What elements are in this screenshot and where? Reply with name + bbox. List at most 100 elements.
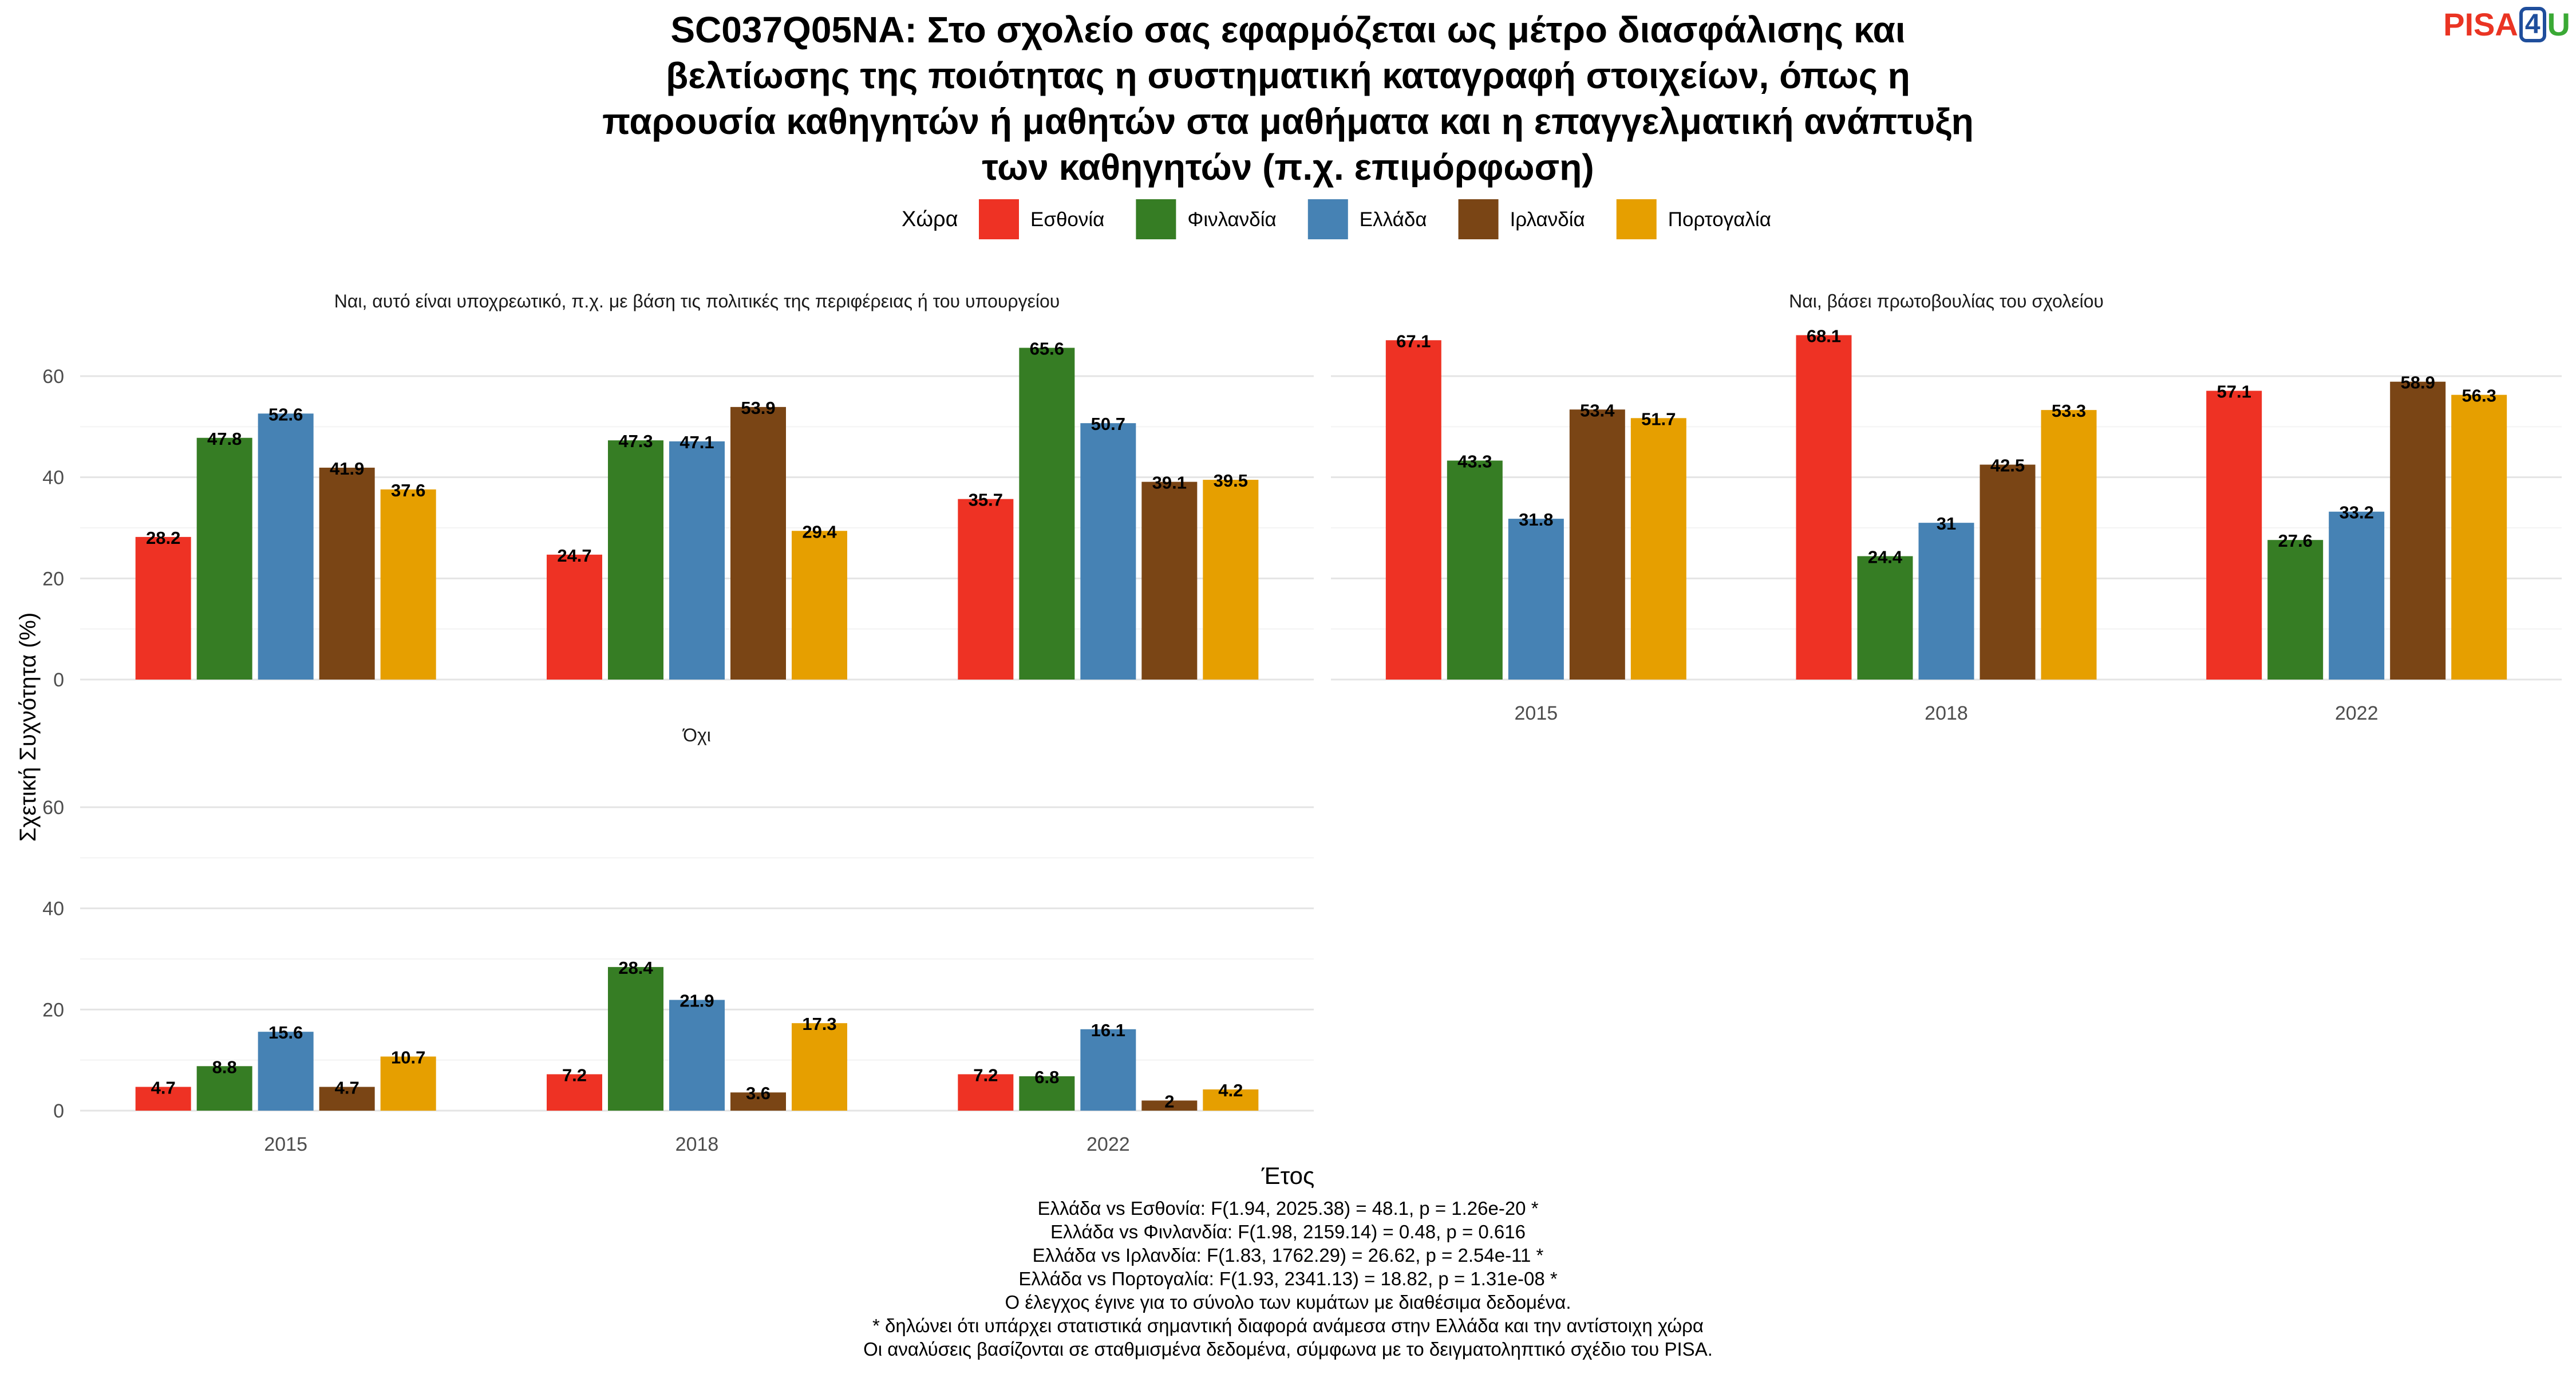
legend-swatch-3	[1307, 199, 1348, 239]
bar-1-2018-1	[547, 554, 602, 680]
note-line: Ελλάδα vs Πορτογαλία: F(1.93, 2341.13) =…	[1018, 1268, 1558, 1289]
bar-2-2022-5	[2451, 394, 2507, 680]
x-tick-label: 2015	[1515, 702, 1558, 724]
data-label: 3.6	[746, 1083, 771, 1103]
bar-2-2018-3	[1918, 523, 1974, 680]
title-line-2: βελτίωσης της ποιότητας η συστηματική κα…	[666, 55, 1910, 96]
legend-label-3: Ελλάδα	[1360, 208, 1427, 231]
data-label: 53.4	[1580, 400, 1615, 420]
bar-1-2015-4	[319, 467, 375, 680]
data-label: 53.9	[741, 398, 775, 418]
data-label: 39.1	[1152, 473, 1187, 493]
title-line-1: SC037Q05NA: Στο σχολείο σας εφαρμόζεται …	[670, 9, 1906, 50]
legend-label-2: Φινλανδία	[1187, 208, 1276, 231]
data-label: 24.4	[1868, 547, 1903, 567]
logo-text-4: 4	[2519, 7, 2546, 42]
data-label: 29.4	[802, 522, 837, 542]
legend-label-4: Ιρλανδία	[1510, 208, 1585, 231]
bar-3-2015-1	[135, 1087, 191, 1111]
bar-1-2022-2	[1019, 348, 1075, 680]
data-label: 51.7	[1641, 409, 1676, 429]
bar-1-2018-3	[669, 441, 725, 680]
data-label: 28.2	[146, 528, 180, 548]
bar-2-2018-5	[2041, 410, 2097, 680]
bar-chart: Χώρα Εσθονία Φινλανδία Ελλάδα Ιρλανδία Πορτογ…	[15, 199, 2562, 1189]
bar-2-2022-2	[2267, 540, 2324, 680]
data-label: 6.8	[1034, 1067, 1059, 1087]
bar-3-2018-4	[730, 1092, 786, 1111]
bar-1-2018-5	[792, 531, 847, 680]
note-line: Οι αναλύσεις βασίζονται σε σταθμισμένα δ…	[863, 1339, 1713, 1360]
bar-2-2018-2	[1857, 556, 1913, 680]
bar-2-2015-5	[1630, 418, 1686, 680]
bar-3-2015-2	[196, 1066, 252, 1111]
data-label: 67.1	[1396, 331, 1431, 351]
data-label: 47.8	[207, 429, 242, 449]
x-tick-label: 2018	[675, 1134, 719, 1155]
data-label: 27.6	[2278, 531, 2312, 551]
data-label: 21.9	[679, 991, 714, 1011]
bar-2-2022-4	[2390, 381, 2446, 680]
y-tick-label: 20	[42, 568, 64, 590]
data-label: 42.5	[1990, 456, 2025, 476]
data-label: 68.1	[1807, 326, 1841, 346]
data-label: 7.2	[562, 1065, 587, 1085]
chart-notes: Ελλάδα vs Εσθονία: F(1.94, 2025.38) = 48…	[0, 1197, 2576, 1361]
pisa4u-logo: PISA 4 U	[2443, 5, 2570, 45]
data-label: 43.3	[1457, 452, 1492, 472]
title-line-4: των καθηγητών (π.χ. επιμόρφωση)	[982, 147, 1594, 188]
chart-title: SC037Q05NA: Στο σχολείο σας εφαρμόζεται …	[0, 7, 2576, 190]
y-tick-label: 40	[42, 898, 64, 920]
x-tick-label: 2022	[1086, 1134, 1130, 1155]
logo-text-pisa: PISA	[2443, 6, 2518, 42]
bar-2-2015-2	[1447, 460, 1503, 680]
note-line: Ελλάδα vs Φινλανδία: F(1.98, 2159.14) = …	[1050, 1221, 1526, 1242]
bar-3-2022-1	[958, 1074, 1014, 1111]
y-tick-label: 40	[42, 467, 64, 489]
note-line: Ελλάδα vs Εσθονία: F(1.94, 2025.38) = 48…	[1037, 1198, 1539, 1219]
data-label: 31	[1937, 514, 1956, 534]
data-label: 47.1	[679, 432, 714, 452]
legend-swatch-4	[1458, 199, 1499, 239]
data-label: 15.6	[268, 1022, 303, 1043]
bar-3-2018-2	[608, 967, 663, 1111]
data-label: 4.7	[335, 1077, 359, 1097]
bar-3-2018-3	[669, 1000, 725, 1111]
bar-2-2022-1	[2206, 390, 2262, 680]
data-label: 47.3	[618, 431, 653, 451]
panel-label-1: Ναι, αυτό είναι υποχρεωτικό, π.χ. με βάσ…	[334, 291, 1060, 311]
bar-2-2022-3	[2329, 511, 2385, 680]
data-label: 33.2	[2339, 503, 2373, 523]
legend-label-1: Εσθονία	[1030, 208, 1104, 231]
bar-1-2018-2	[608, 440, 663, 680]
bar-1-2022-4	[1141, 481, 1198, 680]
bar-3-2015-5	[380, 1056, 436, 1111]
data-label: 8.8	[212, 1057, 237, 1077]
bar-1-2022-5	[1203, 480, 1259, 680]
bar-1-2015-5	[380, 489, 436, 680]
y-tick-label: 60	[42, 366, 64, 388]
bar-3-2022-2	[1019, 1076, 1075, 1111]
bar-1-2022-1	[958, 499, 1014, 680]
legend-title: Χώρα	[902, 207, 958, 231]
legend-swatch-2	[1136, 199, 1176, 239]
y-tick-label: 20	[42, 999, 64, 1021]
bar-1-2015-2	[196, 437, 252, 680]
x-axis-title: Έτος	[1261, 1162, 1315, 1189]
data-label: 56.3	[2462, 386, 2496, 406]
data-label: 37.6	[391, 480, 425, 500]
bar-3-2015-4	[319, 1087, 375, 1111]
data-label: 2	[1164, 1091, 1174, 1111]
x-tick-label: 2022	[2335, 702, 2379, 724]
data-label: 39.5	[1214, 471, 1248, 491]
panel-label-3: Όχι	[682, 725, 711, 745]
data-label: 28.4	[618, 958, 653, 978]
logo-text-u: U	[2547, 6, 2570, 42]
note-line: * δηλώνει ότι υπάρχει στατιστικά σημαντι…	[872, 1315, 1704, 1336]
data-label: 10.7	[391, 1047, 425, 1067]
bar-3-2018-1	[547, 1074, 602, 1111]
bar-3-2018-5	[792, 1023, 847, 1111]
bar-1-2022-3	[1080, 423, 1136, 680]
data-label: 4.2	[1218, 1080, 1243, 1100]
bar-1-2015-3	[258, 413, 314, 680]
